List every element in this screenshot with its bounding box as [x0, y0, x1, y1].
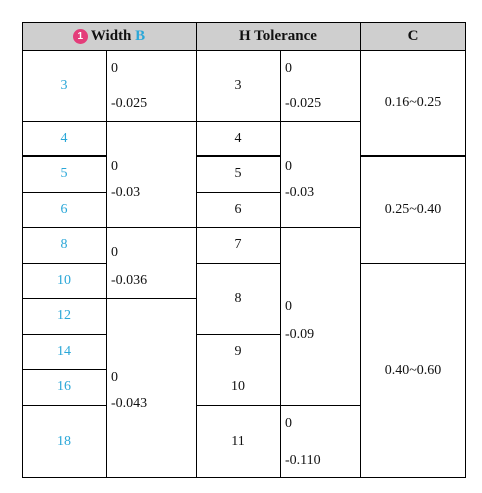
tolerance-upper: 0: [111, 61, 118, 76]
row-rule: [22, 263, 106, 264]
row-rule: [196, 227, 280, 228]
width-value: 12: [57, 308, 71, 323]
header-c: C: [360, 22, 466, 50]
header-h-tolerance: H Tolerance: [196, 22, 360, 50]
border-top: [22, 22, 466, 23]
row-rule: [196, 192, 280, 193]
row-rule: [106, 121, 196, 122]
tolerance-lower: -0.036: [111, 273, 148, 288]
width-tolerance: 0 -0.036: [106, 234, 196, 298]
row-rule: [22, 334, 106, 335]
header-width-symbol: B: [135, 27, 146, 44]
tolerance-upper: 0: [111, 245, 118, 260]
row-rule: [22, 405, 106, 406]
row-rule: [22, 298, 106, 299]
h-value: 9: [234, 343, 242, 359]
row-rule-thick: [196, 155, 280, 157]
h-value: 8: [234, 290, 242, 306]
row-rule: [22, 227, 106, 228]
header-width-label: Width: [90, 27, 132, 44]
width-tolerance: 0 -0.025: [106, 50, 196, 121]
h-value: 11: [231, 433, 245, 449]
width-value: 4: [60, 130, 68, 146]
h-value: 4: [234, 130, 242, 146]
row-rule: [22, 369, 106, 370]
width-tolerance: 0 -0.03: [106, 148, 196, 210]
row-rule: [280, 121, 360, 122]
row-rule: [106, 227, 196, 228]
width-value: 18: [57, 433, 71, 449]
tolerance-lower: -0.025: [111, 96, 148, 111]
c-value: 0.16~0.25: [384, 95, 442, 110]
tolerance-lower: -0.03: [111, 185, 141, 200]
number-badge: 1: [72, 28, 88, 44]
h-tolerance: 0 -0.025: [280, 50, 360, 121]
h-tolerance: 0 -0.09: [280, 288, 360, 352]
width-value: 6: [60, 201, 68, 217]
tolerance-upper: 0: [111, 370, 118, 385]
h-tolerance: 0 -0.110: [280, 405, 360, 478]
tolerance-lower: -0.03: [285, 185, 315, 200]
tolerance-upper: 0: [285, 159, 292, 174]
tolerance-upper: 0: [285, 61, 292, 76]
row-rule: [196, 263, 280, 264]
row-rule: [196, 121, 280, 122]
width-value: 16: [57, 379, 71, 394]
border-right: [465, 22, 466, 478]
row-rule: [360, 263, 466, 264]
header-width: 1 Width B: [22, 22, 196, 50]
h-tolerance: 0 -0.03: [280, 148, 360, 210]
tolerance-lower: -0.043: [111, 396, 148, 411]
row-rule-thick: [360, 155, 466, 157]
header-rule: [22, 50, 466, 51]
c-value: 0.25~0.40: [384, 201, 442, 217]
width-value: 5: [60, 166, 68, 181]
h-value: 7: [234, 237, 242, 252]
tolerance-lower: -0.09: [285, 327, 315, 342]
tolerance-lower: -0.110: [285, 453, 321, 468]
tolerance-lower: -0.025: [285, 96, 322, 111]
width-value: 3: [60, 77, 68, 93]
col-rule: [106, 50, 107, 478]
row-rule: [196, 334, 280, 335]
col-rule: [280, 50, 281, 478]
width-value: 14: [57, 343, 71, 359]
row-rule: [196, 405, 280, 406]
tolerance-upper: 0: [285, 416, 292, 431]
col-rule: [196, 22, 197, 478]
h-value: 5: [234, 166, 242, 181]
row-rule: [280, 405, 360, 406]
row-rule: [22, 121, 106, 122]
row-rule: [22, 192, 106, 193]
border-left: [22, 22, 23, 478]
tolerance-upper: 0: [111, 159, 118, 174]
tolerance-table: 1 Width B H Tolerance C 3 4 5 6 8 10 12 …: [22, 22, 466, 478]
width-tolerance: 0 -0.043: [106, 359, 196, 421]
width-value: 8: [60, 237, 68, 252]
h-value: 3: [234, 77, 242, 93]
col-rule: [360, 22, 361, 478]
row-rule: [106, 298, 196, 299]
width-value: 10: [57, 272, 71, 288]
tolerance-upper: 0: [285, 299, 292, 314]
h-value: 10: [231, 379, 245, 394]
c-value: 0.40~0.60: [384, 362, 442, 378]
row-rule-thick: [22, 155, 106, 157]
h-value: 6: [234, 201, 242, 217]
row-rule: [280, 227, 360, 228]
border-bottom: [22, 477, 466, 478]
